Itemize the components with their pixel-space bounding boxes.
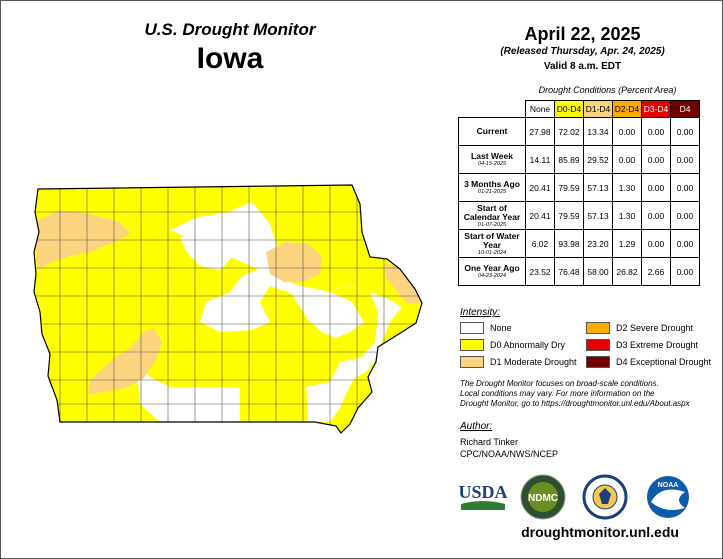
- table-row: Start of Water Year 10-01-2024 6.02 93.98…: [458, 229, 700, 258]
- disclaimer-note: The Drought Monitor focuses on broad-sca…: [460, 379, 690, 408]
- state-outline: [33, 184, 423, 434]
- iowa-drought-map: [33, 184, 423, 434]
- cell: 57.13: [583, 173, 613, 202]
- cell: 0.00: [612, 117, 642, 146]
- cell: 13.34: [583, 117, 613, 146]
- cell: 1.30: [612, 201, 642, 230]
- legend-swatch: [460, 339, 484, 351]
- author-info: Richard Tinker CPC/NOAA/NWS/NCEP: [460, 436, 558, 460]
- commerce-seal-logo: [582, 474, 628, 520]
- cell: 0.00: [670, 201, 700, 230]
- cell: 2.66: [641, 257, 671, 286]
- legend-item: None: [460, 322, 512, 334]
- cell: 14.11: [525, 145, 555, 174]
- cell: 23.52: [525, 257, 555, 286]
- row-label: One Year Ago 04-23-2024: [458, 257, 526, 286]
- map-title: U.S. Drought Monitor: [144, 20, 316, 39]
- d1-area-north-central: [266, 242, 322, 282]
- legend-swatch: [460, 356, 484, 368]
- row-label: Start of Water Year 10-01-2024: [458, 229, 526, 258]
- legend-swatch: [586, 322, 610, 334]
- cell: 0.00: [670, 173, 700, 202]
- table-row: Last Week 04-15-2025 14.11 85.89 29.52 0.…: [458, 145, 700, 174]
- cell: 27.98: [525, 117, 555, 146]
- legend-title: Intensity:: [460, 307, 501, 318]
- cell: 26.82: [612, 257, 642, 286]
- legend-swatch: [586, 339, 610, 351]
- col-header: D2-D4: [612, 100, 642, 118]
- cell: 20.41: [525, 201, 555, 230]
- noaa-logo: NOAA: [647, 476, 689, 518]
- author-heading: Author:: [460, 421, 493, 432]
- svg-text:NDMC: NDMC: [528, 493, 558, 504]
- cell: 93.98: [554, 229, 584, 258]
- row-label: 3 Months Ago 01-21-2025: [458, 173, 526, 202]
- legend-item: D1 Moderate Drought: [460, 356, 577, 368]
- table-caption: Drought Conditions (Percent Area): [538, 85, 677, 95]
- cell: 72.02: [554, 117, 584, 146]
- release-date: (Released Thursday, Apr. 24, 2025): [500, 46, 665, 57]
- cell: 20.41: [525, 173, 555, 202]
- col-header: D3-D4: [641, 100, 671, 118]
- cell: 0.00: [641, 229, 671, 258]
- cell: 58.00: [583, 257, 613, 286]
- cell: 23.20: [583, 229, 613, 258]
- cell: 0.00: [670, 117, 700, 146]
- svg-text:USDA: USDA: [458, 482, 507, 502]
- cell: 76.48: [554, 257, 584, 286]
- col-header: D4: [670, 100, 700, 118]
- cell: 0.00: [641, 173, 671, 202]
- cell: 6.02: [525, 229, 555, 258]
- d1-area-southwest: [88, 328, 162, 394]
- state-name: Iowa: [196, 42, 264, 75]
- table-row: 3 Months Ago 01-21-2025 20.41 79.59 57.13…: [458, 173, 700, 202]
- d1-area-northeast: [385, 262, 422, 304]
- table-row: Current 27.98 72.02 13.34 0.00 0.00 0.00: [458, 117, 700, 146]
- table-row: One Year Ago 04-23-2024 23.52 76.48 58.00…: [458, 257, 700, 286]
- row-label: Start of Calendar Year 01-07-2025: [458, 201, 526, 230]
- legend-item: D0 Abnormally Dry: [460, 339, 565, 351]
- author-name: Richard Tinker: [460, 437, 519, 447]
- ndmc-logo: NDMC: [520, 474, 566, 520]
- col-header: None: [525, 100, 555, 118]
- cell: 79.59: [554, 173, 584, 202]
- cell: 0.00: [641, 117, 671, 146]
- cell: 85.89: [554, 145, 584, 174]
- d0-area-south: [240, 358, 308, 422]
- author-org: CPC/NOAA/NWS/NCEP: [460, 449, 559, 459]
- legend-item: D2 Severe Drought: [586, 322, 693, 334]
- legend-swatch: [586, 356, 610, 368]
- col-header: D0-D4: [554, 100, 584, 118]
- cell: 0.00: [641, 145, 671, 174]
- map-date: April 22, 2025: [524, 24, 641, 44]
- table-corner: [459, 101, 526, 118]
- cell: 0.00: [670, 257, 700, 286]
- cell: 0.00: [670, 229, 700, 258]
- legend-item: D3 Extreme Drought: [586, 339, 698, 351]
- valid-time: Valid 8 a.m. EDT: [543, 61, 622, 72]
- county-lines: [34, 185, 422, 433]
- row-label: Current: [458, 117, 526, 146]
- website-url: droughtmonitor.unl.edu: [521, 524, 679, 540]
- cell: 29.52: [583, 145, 613, 174]
- legend-item: D4 Exceptional Drought: [586, 356, 711, 368]
- none-area-north-central: [200, 202, 364, 338]
- cell: 79.59: [554, 201, 584, 230]
- usda-logo: USDA: [458, 482, 508, 510]
- legend-swatch: [460, 322, 484, 334]
- svg-text:NOAA: NOAA: [658, 482, 679, 489]
- cell: 57.13: [583, 201, 613, 230]
- cell: 1.30: [612, 173, 642, 202]
- none-area-north: [180, 214, 244, 270]
- cell: 1.29: [612, 229, 642, 258]
- cell: 0.00: [641, 201, 671, 230]
- col-header: D1-D4: [583, 100, 613, 118]
- cell: 0.00: [612, 145, 642, 174]
- drought-conditions-table: None D0-D4 D1-D4 D2-D4 D3-D4 D4 Current …: [458, 100, 700, 286]
- row-label: Last Week 04-15-2025: [458, 145, 526, 174]
- table-row: Start of Calendar Year 01-07-2025 20.41 7…: [458, 201, 700, 230]
- cell: 0.00: [670, 145, 700, 174]
